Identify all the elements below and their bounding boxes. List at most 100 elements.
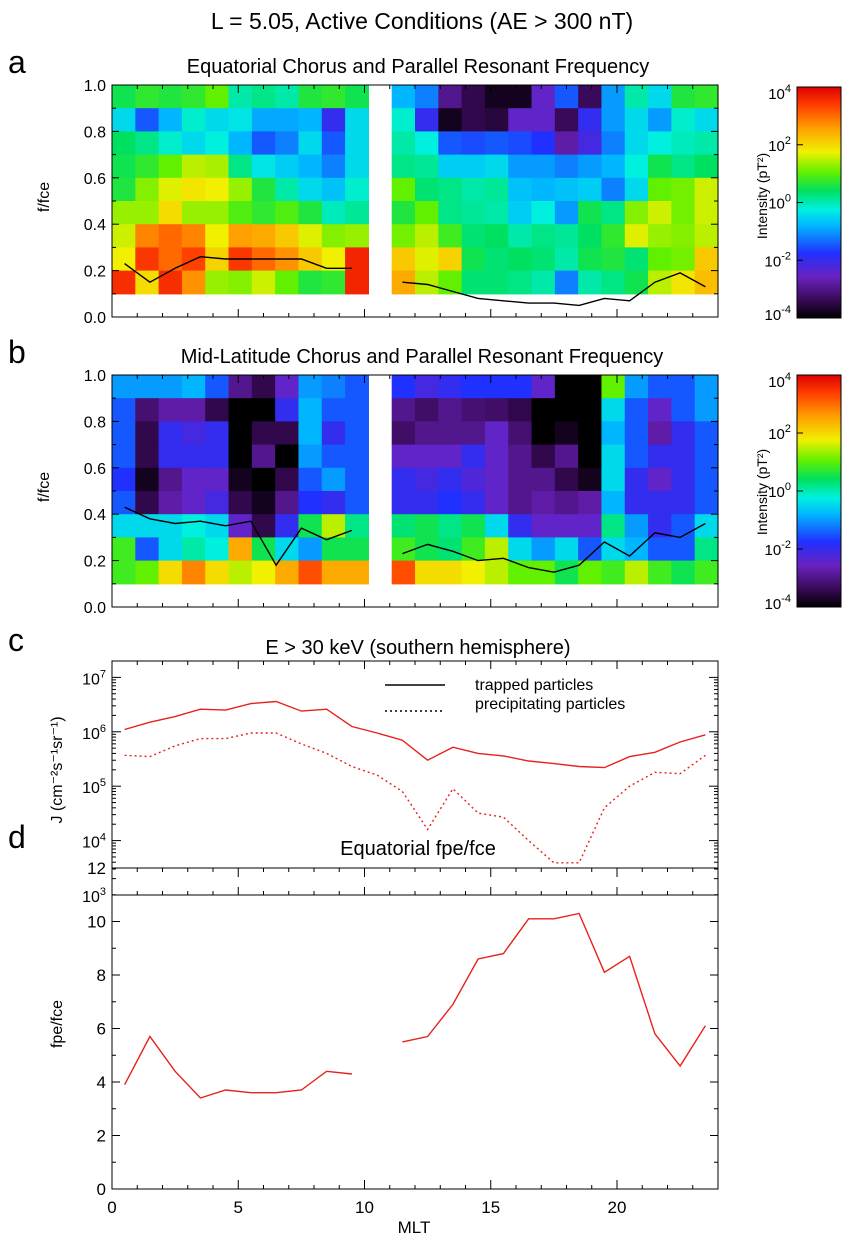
y-tick-label: 0.0 [84, 600, 106, 617]
heatmap-cell [205, 201, 230, 225]
heatmap-cell [345, 154, 369, 179]
heatmap-cell [624, 154, 649, 179]
panel-letter-a: a [8, 44, 26, 80]
heatmap-cell [205, 177, 230, 202]
heatmap-cell [135, 201, 160, 225]
heatmap-cell [601, 224, 626, 248]
colorbar-tick-label: 104 [768, 371, 791, 391]
y-tick-label: 103 [82, 886, 106, 906]
heatmap-cell [135, 224, 160, 248]
heatmap-cell [181, 375, 206, 399]
panel-c-title: E > 30 keV (southern hemisphere) [265, 637, 570, 659]
heatmap-cell [671, 85, 696, 109]
heatmap-cell [158, 560, 183, 585]
heatmap-cell [694, 224, 719, 248]
heatmap-cell [554, 224, 579, 248]
heatmap-cell [484, 444, 509, 469]
resonant-frequency-line [402, 272, 706, 307]
heatmap-cell [694, 444, 719, 469]
heatmap-cell [484, 514, 509, 538]
heatmap-cell [345, 85, 369, 109]
heatmap-cell [298, 398, 323, 422]
heatmap-cell [531, 270, 556, 295]
heatmap-cell [228, 375, 253, 399]
heatmap-cell [228, 108, 253, 132]
y-tick-label: 0 [97, 1180, 106, 1199]
heatmap-cell [601, 131, 626, 156]
colorbar-tick-label: 102 [768, 135, 791, 155]
heatmap-cell [298, 131, 323, 156]
heatmap-cell [694, 491, 719, 515]
heatmap-cell [531, 154, 556, 179]
heatmap-cell [554, 537, 579, 562]
heatmap-cell [181, 85, 206, 109]
heatmap-cell [205, 154, 230, 179]
heatmap-cell [321, 201, 346, 225]
heatmap-cell [321, 270, 346, 295]
panel-a-ylabel: f/fce [36, 182, 53, 212]
resonant-frequency-line [124, 255, 352, 284]
heatmap-cell [554, 201, 579, 225]
heatmap-cell [391, 491, 416, 515]
heatmap-cell [158, 108, 183, 132]
heatmap-cell [671, 467, 696, 492]
heatmap-cell [205, 398, 230, 422]
heatmap-cell [345, 131, 369, 156]
heatmap-cell [531, 108, 556, 132]
y-tick-label: 0.6 [84, 171, 106, 188]
heatmap-cell [461, 108, 486, 132]
heatmap-cell [391, 247, 416, 272]
heatmap-cell [321, 247, 346, 272]
heatmap-cell [578, 131, 603, 156]
heatmap-cell [508, 177, 533, 202]
heatmap-cell [112, 85, 136, 109]
heatmap-cell [484, 375, 509, 399]
heatmap-cell [671, 108, 696, 132]
heatmap-cell [345, 270, 369, 295]
heatmap-cell [484, 108, 509, 132]
plot-frame [111, 867, 719, 1190]
heatmap-cell [415, 537, 439, 562]
heatmap-cell [508, 491, 533, 515]
heatmap-cell [624, 85, 649, 109]
heatmap-cell [415, 514, 439, 538]
heatmap-cell [205, 85, 230, 109]
heatmap-cell [205, 514, 230, 538]
heatmap-cell [181, 421, 206, 446]
heatmap-cell [601, 491, 626, 515]
colorbar-tick-label: 100 [768, 481, 791, 501]
heatmap-cell [345, 467, 369, 492]
heatmap-cell [181, 108, 206, 132]
heatmap-cell [415, 85, 439, 109]
heatmap-cell [461, 131, 486, 156]
heatmap-cell [251, 270, 276, 295]
colorbar-tick-label: 10-2 [765, 539, 791, 559]
heatmap-cell [438, 444, 463, 469]
y-tick-label: 107 [82, 668, 106, 688]
heatmap-cell [135, 421, 160, 446]
heatmap-cell [438, 131, 463, 156]
heatmap-cell [694, 247, 719, 272]
heatmap-cell [694, 421, 719, 446]
heatmap-cell [158, 514, 183, 538]
heatmap-cell [671, 514, 696, 538]
heatmap-cell [321, 444, 346, 469]
heatmap-cell [112, 177, 136, 202]
heatmap-cell [415, 177, 439, 202]
heatmap-cell [694, 270, 719, 295]
heatmap-cell [601, 537, 626, 562]
heatmap-cell [671, 421, 696, 446]
heatmap-cell [671, 375, 696, 399]
heatmap-cell [321, 514, 346, 538]
heatmap-cell [461, 421, 486, 446]
heatmap-cell [345, 201, 369, 225]
heatmap-cell [112, 201, 136, 225]
heatmap-cell [345, 491, 369, 515]
heatmap-cell [438, 247, 463, 272]
y-tick-label: 0.4 [84, 507, 106, 524]
heatmap-cell [415, 491, 439, 515]
heatmap-cell [391, 514, 416, 538]
heatmap-cell [624, 491, 649, 515]
heatmap-cell [508, 270, 533, 295]
heatmap-cell [601, 154, 626, 179]
